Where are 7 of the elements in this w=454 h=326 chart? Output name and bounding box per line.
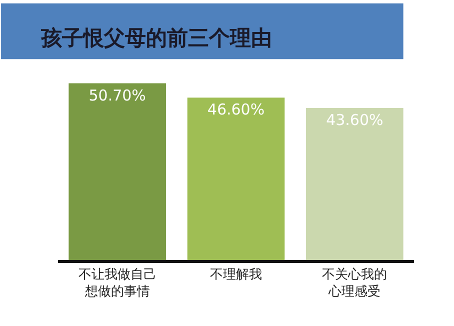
x-tick-label: 不理解我 [210,268,262,283]
x-tick-label: 不让我做自己想做的事情 [78,268,156,300]
data-label: 46.60% [207,100,265,119]
data-label: 50.70% [88,86,146,104]
chart-title: 孩子恨父母的前三个理由 [40,26,272,50]
data-label: 43.60% [326,111,384,130]
x-tick-label: 不关心我的心理感受 [322,266,388,300]
